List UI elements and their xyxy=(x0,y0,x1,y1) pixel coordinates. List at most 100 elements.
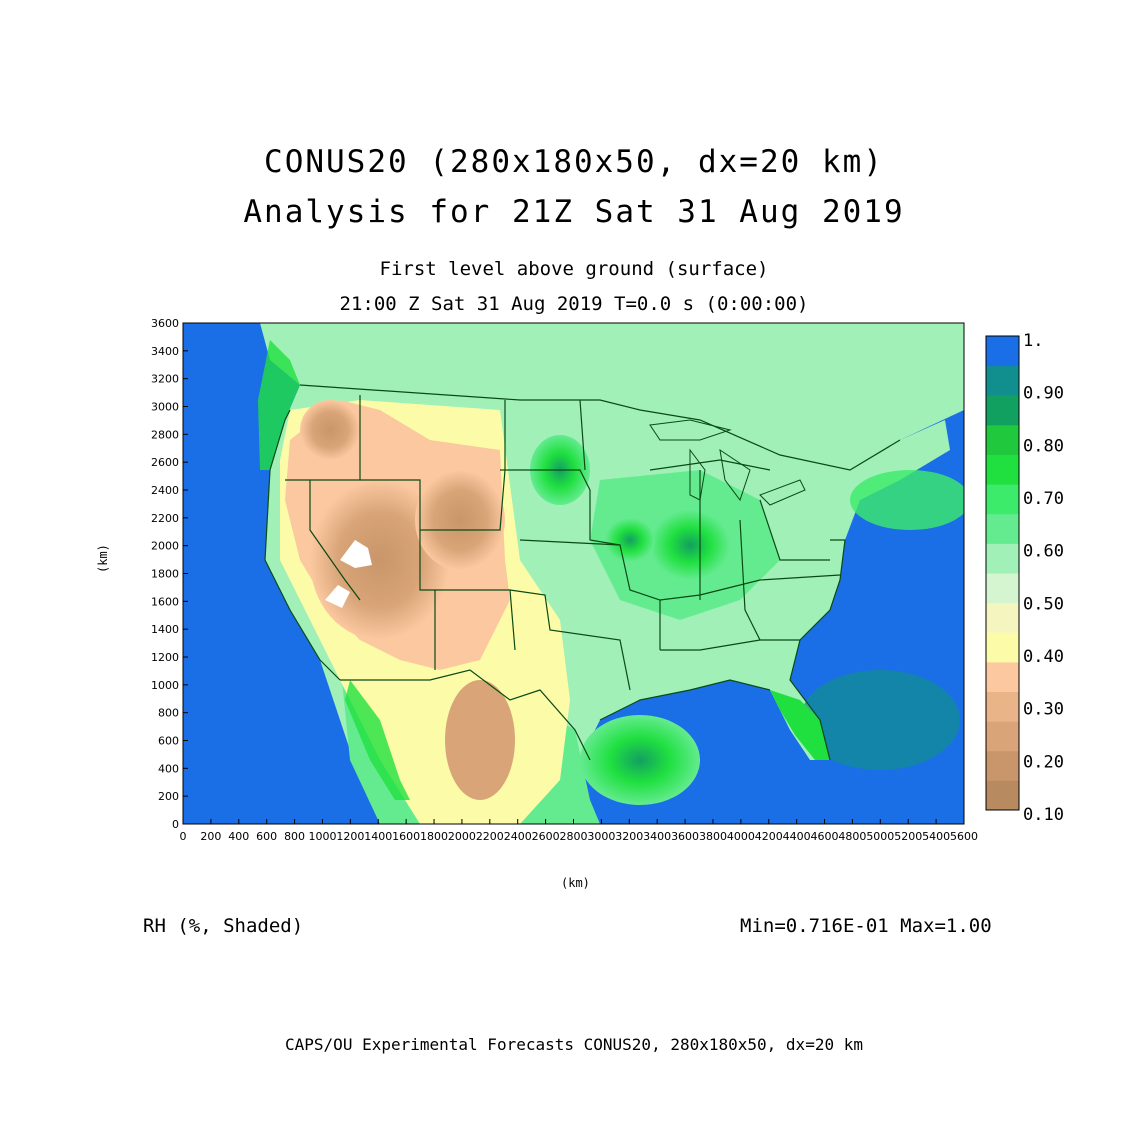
political-boundaries xyxy=(264,384,901,761)
legend-swatch xyxy=(986,632,1019,663)
y-tick-label: 0 xyxy=(172,818,179,831)
legend-swatch xyxy=(986,365,1019,396)
pacific-nw-coast-strip xyxy=(258,340,300,470)
y-tick-label: 200 xyxy=(158,790,179,803)
legend-swatch xyxy=(986,780,1019,811)
legend-label: 0.40 xyxy=(1023,647,1064,667)
legend-label: 0.80 xyxy=(1023,436,1064,456)
atlantic-teal-region xyxy=(800,670,960,770)
legend-frame xyxy=(985,335,1020,811)
plot-subtitle-time: 21:00 Z Sat 31 Aug 2019 T=0.0 s (0:00:00… xyxy=(339,293,809,315)
x-tick-label: 1800 xyxy=(420,830,448,843)
y-tick-label: 1600 xyxy=(151,595,179,608)
x-tick-label: 2200 xyxy=(476,830,504,843)
x-axis-ticks: 0 200 400 600 800 1000 1200 1400 1600 1800 2000 220… xyxy=(180,819,978,843)
plot-title-line-2: Analysis for 21Z Sat 31 Aug 2019 xyxy=(243,194,905,230)
x-tick-label: 4000 xyxy=(727,830,755,843)
map-plot-area xyxy=(183,323,964,824)
oregon-dry-core xyxy=(300,400,360,460)
variable-label: RH (%, Shaded) xyxy=(143,915,304,937)
x-axis-unit: (km) xyxy=(561,876,590,890)
x-tick-label: 3200 xyxy=(615,830,643,843)
great-lakes-outline xyxy=(649,419,806,506)
white-low-spot-2 xyxy=(325,585,350,608)
color-legend: 1. 0.90 0.80 0.70 0.60 0.50 0.40 0.30 0.20 0.10 xyxy=(985,331,1064,825)
x-tick-label: 200 xyxy=(200,830,221,843)
y-tick-label: 2200 xyxy=(151,512,179,525)
y-tick-label: 3000 xyxy=(151,401,179,414)
x-tick-label: 600 xyxy=(256,830,277,843)
x-tick-label: 0 xyxy=(180,830,187,843)
x-tick-label: 5000 xyxy=(866,830,894,843)
florida-land xyxy=(770,690,830,760)
y-tick-label: 2400 xyxy=(151,484,179,497)
x-tick-label: 3000 xyxy=(587,830,615,843)
mexico-dry-core xyxy=(445,680,515,800)
footer-caption: CAPS/OU Experimental Forecasts CONUS20, … xyxy=(285,1035,863,1054)
x-tick-label: 1600 xyxy=(392,830,420,843)
plot-title-line-1: CONUS20 (280x180x50, dx=20 km) xyxy=(264,144,884,180)
y-tick-label: 1000 xyxy=(151,679,179,692)
x-tick-label: 3400 xyxy=(643,830,671,843)
gulf-wet-region xyxy=(580,715,700,805)
x-tick-label: 5600 xyxy=(950,830,978,843)
northern-land-field xyxy=(260,323,964,470)
x-tick-label: 1200 xyxy=(336,830,364,843)
min-max-readout: Min=0.716E-01 Max=1.00 xyxy=(740,915,992,937)
baja-coast-strip xyxy=(345,680,410,800)
x-tick-label: 4800 xyxy=(838,830,866,843)
x-tick-label: 4600 xyxy=(811,830,839,843)
y-tick-label: 3600 xyxy=(151,317,179,330)
y-tick-label: 800 xyxy=(158,707,179,720)
x-tick-label: 3600 xyxy=(671,830,699,843)
x-tick-label: 400 xyxy=(228,830,249,843)
y-tick-label: 1400 xyxy=(151,623,179,636)
legend-swatch xyxy=(986,424,1019,455)
legend-swatch xyxy=(986,395,1019,426)
x-tick-label: 2800 xyxy=(560,830,588,843)
x-tick-label: 4400 xyxy=(783,830,811,843)
legend-swatch xyxy=(986,691,1019,722)
legend-label: 1. xyxy=(1023,331,1043,351)
legend-label: 0.70 xyxy=(1023,489,1064,509)
y-axis-ticks: 0 200 400 600 800 1000 1200 1400 1600 1800 2000 220… xyxy=(151,317,188,831)
legend-swatch xyxy=(986,336,1019,367)
white-low-spot-1 xyxy=(340,540,372,568)
legend-swatch xyxy=(986,573,1019,604)
y-tick-label: 600 xyxy=(158,735,179,748)
y-tick-label: 1200 xyxy=(151,651,179,664)
legend-swatch xyxy=(986,750,1019,781)
y-tick-label: 3400 xyxy=(151,345,179,358)
legend-label: 0.30 xyxy=(1023,700,1064,720)
x-tick-label: 2600 xyxy=(532,830,560,843)
legend-swatch xyxy=(986,661,1019,692)
x-tick-label: 2400 xyxy=(504,830,532,843)
legend-swatch xyxy=(986,602,1019,633)
x-tick-label: 1000 xyxy=(308,830,336,843)
x-tick-label: 4200 xyxy=(755,830,783,843)
x-tick-label: 800 xyxy=(284,830,305,843)
y-tick-label: 400 xyxy=(158,762,179,775)
iowa-wet-core xyxy=(605,518,655,562)
x-tick-label: 3800 xyxy=(699,830,727,843)
legend-swatch xyxy=(986,721,1019,752)
y-tick-label: 3200 xyxy=(151,373,179,386)
x-tick-label: 5400 xyxy=(922,830,950,843)
legend-swatch xyxy=(986,454,1019,485)
legend-label: 0.50 xyxy=(1023,594,1064,614)
y-tick-label: 1800 xyxy=(151,568,179,581)
atlantic-moist-band xyxy=(850,470,964,530)
legend-swatch xyxy=(986,543,1019,574)
rockies-dry-core xyxy=(415,470,505,570)
y-tick-label: 2000 xyxy=(151,540,179,553)
legend-label: 0.20 xyxy=(1023,752,1064,772)
legend-swatch xyxy=(986,513,1019,544)
y-tick-label: 2600 xyxy=(151,456,179,469)
x-tick-label: 2000 xyxy=(448,830,476,843)
legend-swatch xyxy=(986,484,1019,515)
y-tick-label: 2800 xyxy=(151,428,179,441)
legend-label: 0.90 xyxy=(1023,384,1064,404)
plot-subtitle-level: First level above ground (surface) xyxy=(379,258,769,280)
x-tick-label: 1400 xyxy=(364,830,392,843)
